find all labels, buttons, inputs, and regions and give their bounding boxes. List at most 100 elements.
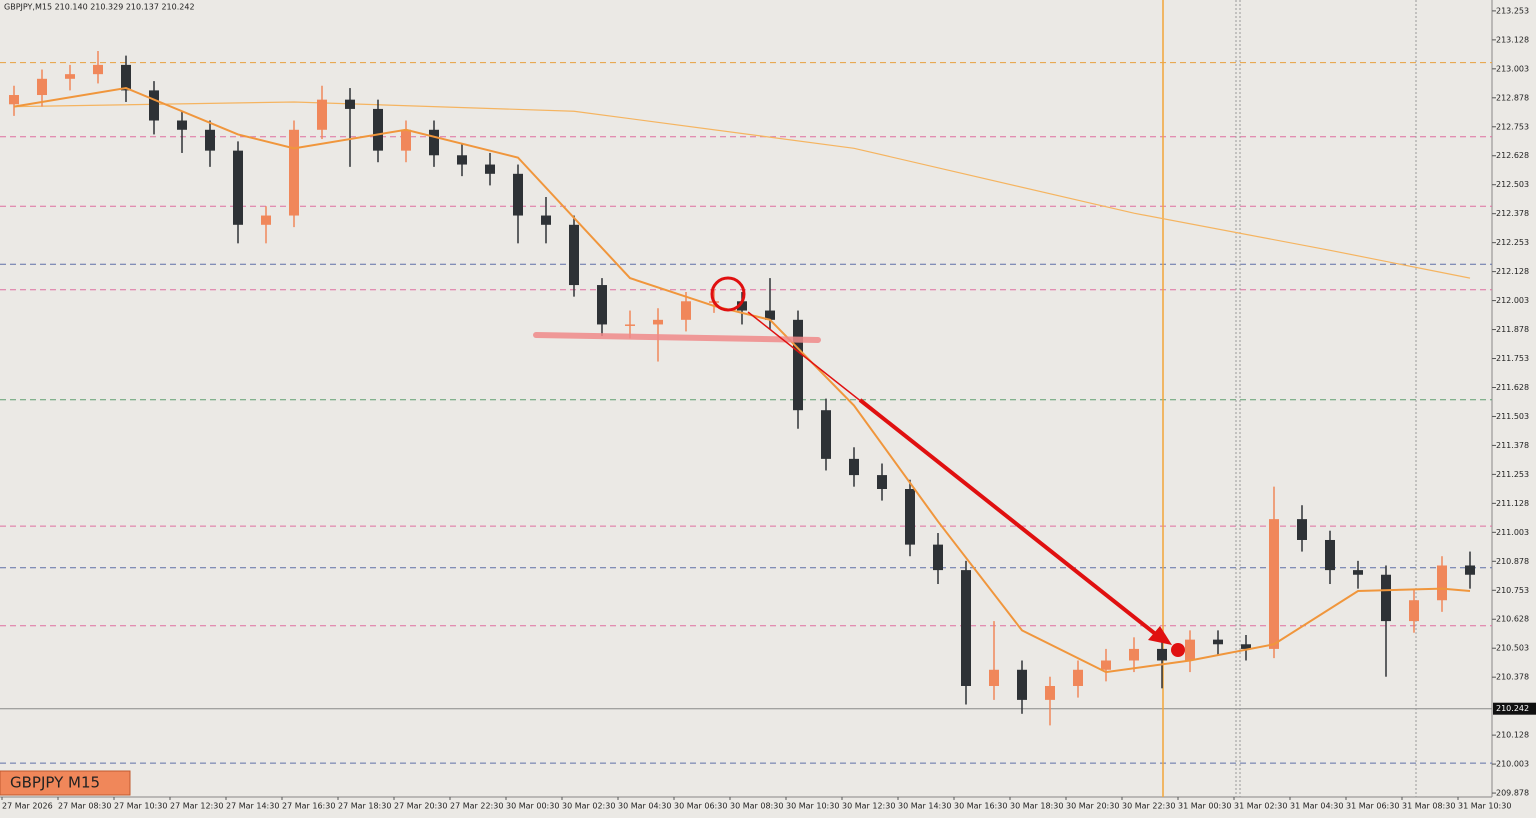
x-tick-label: 27 Mar 2026 [2, 802, 53, 811]
candle-body [1157, 648, 1167, 661]
candle-body [1185, 639, 1195, 661]
candle-body [1213, 639, 1223, 645]
candle-body [65, 74, 75, 79]
candle-body [597, 285, 607, 325]
candle-body [681, 301, 691, 320]
y-tick-label: 210.003 [1496, 760, 1529, 769]
x-tick-label: 30 Mar 14:30 [898, 802, 951, 811]
y-tick-label: 211.503 [1496, 412, 1529, 421]
y-tick-label: 211.753 [1496, 354, 1529, 363]
x-tick-label: 30 Mar 22:30 [1122, 802, 1175, 811]
candle-body [345, 99, 355, 109]
annotation-circle [710, 276, 746, 312]
y-tick-label: 213.003 [1496, 64, 1529, 73]
level-layer [0, 62, 1492, 764]
y-tick-label: 213.253 [1496, 6, 1529, 15]
candle-body [205, 129, 215, 151]
candle-body [905, 488, 915, 545]
y-tick-label: 210.878 [1496, 557, 1529, 566]
y-tick-label: 210.378 [1496, 673, 1529, 682]
arrow-shaft [858, 398, 1160, 638]
candle-body [457, 155, 467, 165]
symbol-badge-text: GBPJPY M15 [10, 774, 100, 792]
candle-body [317, 99, 327, 130]
candle-body [485, 164, 495, 174]
candle-body [1269, 519, 1279, 649]
y-tick-label: 212.378 [1496, 209, 1529, 218]
candle-body [261, 215, 271, 225]
candle-body [121, 64, 131, 91]
candle-body [177, 120, 187, 130]
symbol-badge [0, 770, 131, 796]
candle-body [149, 90, 159, 121]
y-tick-label: 210.753 [1496, 586, 1529, 595]
x-tick-label: 27 Mar 08:30 [58, 802, 111, 811]
x-tick-label: 30 Mar 06:30 [674, 802, 727, 811]
candle-body [1353, 570, 1363, 575]
candle-body [849, 458, 859, 476]
x-tick-label: 30 Mar 16:30 [954, 802, 1007, 811]
x-tick-label: 30 Mar 08:30 [730, 802, 783, 811]
candle-body [93, 64, 103, 75]
candle-body [373, 108, 383, 151]
x-tick-label: 30 Mar 10:30 [786, 802, 839, 811]
candle-body [289, 129, 299, 216]
x-tick-label: 30 Mar 20:30 [1066, 802, 1119, 811]
x-tick-label: 27 Mar 10:30 [114, 802, 167, 811]
y-tick-label: 211.378 [1496, 441, 1529, 450]
y-tick-label: 210.628 [1496, 615, 1529, 624]
candle-body [1297, 519, 1307, 540]
x-tick-label: 27 Mar 22:30 [450, 802, 503, 811]
x-tick-label: 31 Mar 10:30 [1458, 802, 1511, 811]
moving-average [13, 101, 1471, 279]
y-tick-label: 212.753 [1496, 122, 1529, 131]
x-tick-label: 30 Mar 12:30 [842, 802, 895, 811]
current-price-box [1493, 702, 1536, 715]
candle-body [1325, 539, 1335, 571]
candle-body [1073, 669, 1083, 686]
candle-body [1465, 565, 1475, 575]
candle-body [1045, 685, 1055, 700]
candle-body [37, 78, 47, 96]
candle-body [429, 129, 439, 156]
grid-layer [1492, 10, 1496, 794]
annotation-dot [1171, 643, 1185, 657]
candle-body [569, 224, 579, 286]
candle-body [1437, 565, 1447, 601]
y-tick-label: 212.503 [1496, 180, 1529, 189]
y-tick-label: 211.003 [1496, 528, 1529, 537]
y-tick-label: 211.128 [1496, 499, 1529, 508]
candle-body [877, 475, 887, 489]
y-tick-label: 213.128 [1496, 35, 1529, 44]
candle-body [737, 301, 747, 311]
y-tick-label: 212.253 [1496, 238, 1529, 247]
candle-body [401, 129, 411, 151]
y-tick-label: 212.003 [1496, 296, 1529, 305]
y-tick-label: 212.128 [1496, 267, 1529, 276]
x-tick-label: 27 Mar 14:30 [226, 802, 279, 811]
current-price-label: 210.242 [1496, 704, 1529, 713]
x-tick-label: 30 Mar 04:30 [618, 802, 671, 811]
candle-body [513, 173, 523, 216]
x-tick-label: 31 Mar 06:30 [1346, 802, 1399, 811]
support-zone [533, 332, 821, 343]
x-tick-label: 31 Mar 08:30 [1402, 802, 1455, 811]
y-tick-label: 210.128 [1496, 731, 1529, 740]
x-tick-label: 31 Mar 00:30 [1178, 802, 1231, 811]
candle-body [233, 150, 243, 225]
candle-body [961, 570, 971, 686]
x-tick-label: 30 Mar 02:30 [562, 802, 615, 811]
x-tick-label: 27 Mar 18:30 [338, 802, 391, 811]
x-tick-label: 31 Mar 02:30 [1234, 802, 1287, 811]
candle-body [1101, 660, 1111, 670]
candle-body [933, 544, 943, 571]
candle-body [989, 669, 999, 686]
y-tick-label: 211.878 [1496, 325, 1529, 334]
candle-body [1017, 669, 1027, 700]
candle-body [1381, 574, 1391, 622]
candle-body [1241, 644, 1251, 649]
x-tick-label: 30 Mar 00:30 [506, 802, 559, 811]
x-tick-label: 30 Mar 18:30 [1010, 802, 1063, 811]
